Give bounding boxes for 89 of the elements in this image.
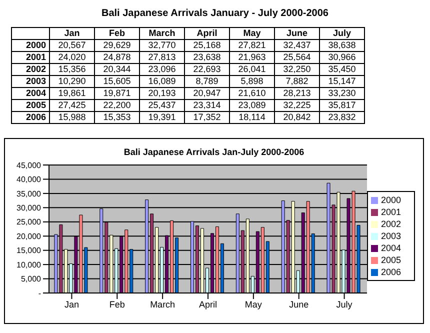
data-label: 25,564 [274, 52, 320, 64]
data-label: 15,147 [320, 76, 364, 88]
data-label: 30,966 [320, 52, 364, 64]
data-label: 26,041 [230, 64, 274, 76]
y-tick-label: 45,000 [16, 160, 42, 170]
data-label: 32,437 [274, 40, 320, 52]
data-label: 25,437 [140, 100, 184, 112]
data-label: 5,898 [230, 76, 274, 88]
legend-label: 2001 [381, 206, 402, 218]
y-tick-label: 15,000 [16, 246, 42, 256]
data-label: 32,770 [140, 40, 184, 52]
y-tick-label: - [38, 288, 42, 298]
data-label: 8,789 [184, 76, 230, 88]
category-label: March [148, 28, 176, 38]
x-tick-label: June [289, 299, 309, 310]
data-label: 24,020 [50, 52, 94, 64]
category-label: July [332, 28, 351, 38]
x-tick-label: May [244, 299, 262, 310]
data-label: 35,450 [320, 64, 364, 76]
text: 2003 [26, 76, 46, 86]
y-tick-label: 40,000 [16, 175, 42, 184]
data-label: 7,882 [274, 76, 320, 88]
legend-label: 2000 [381, 194, 402, 206]
y-tick-label: 20,000 [16, 232, 42, 241]
text: 2000 [26, 40, 46, 50]
data-label: 35,817 [320, 100, 364, 112]
text: 2001 [26, 52, 46, 62]
data-label: 20,344 [94, 64, 140, 76]
data-label: 23,832 [320, 112, 364, 124]
data-label: 27,821 [230, 40, 274, 52]
category-label: Feb [108, 28, 125, 38]
text: 2002 [26, 64, 46, 74]
x-tick-label: Feb [109, 299, 125, 310]
data-label: 28,213 [274, 88, 320, 100]
data-label: 23,638 [184, 52, 230, 64]
data-label: 15,353 [94, 112, 140, 124]
data-label: 20,842 [274, 112, 320, 124]
x-tick-label: April [198, 299, 218, 310]
data-label: 25,168 [184, 40, 230, 52]
data-label: 27,425 [50, 100, 94, 112]
data-label: 20,567 [50, 40, 94, 52]
y-tick-label: 30,000 [16, 204, 42, 213]
data-label: 22,200 [94, 100, 140, 112]
chart-subtitle: Bali Japanese Arrivals Jan-July 2000-2006 [122, 147, 306, 157]
chart-title: Bali Japanese Arrivals January - July 2000-2006 [100, 7, 330, 19]
x-tick-label: March [150, 299, 176, 310]
category-label: May [243, 28, 261, 38]
x-tick-label: Jan [64, 299, 79, 310]
y-tick-label: 35,000 [16, 189, 42, 198]
data-label: 17,352 [184, 112, 230, 124]
legend-label: 2006 [381, 266, 402, 278]
data-label: 20,947 [184, 88, 230, 100]
data-label: 32,225 [274, 100, 320, 112]
data-label: 23,096 [140, 64, 184, 76]
data-label: 21,963 [230, 52, 274, 64]
data-label: 15,356 [50, 64, 94, 76]
data-label: 19,391 [140, 112, 184, 124]
data-label: 18,114 [230, 112, 274, 124]
data-label: 21,610 [230, 88, 274, 100]
category-label: April [196, 28, 218, 38]
data-label: 19,871 [94, 88, 140, 100]
y-tick-label: 25,000 [16, 218, 42, 227]
y-tick-label: 5,000 [20, 274, 42, 284]
data-label: 16,089 [140, 76, 184, 88]
legend-label: 2005 [381, 254, 402, 266]
x-tick-label: July [336, 299, 353, 310]
legend-label: 2003 [381, 230, 402, 242]
category-label: Jan [64, 28, 80, 38]
data-label: 23,314 [184, 100, 230, 112]
data-label: 38,638 [320, 40, 364, 52]
data-label: 29,629 [94, 40, 140, 52]
data-label: 10,290 [50, 76, 94, 88]
data-label: 33,230 [320, 88, 364, 100]
legend-label: 2004 [381, 242, 402, 254]
category-label: June [286, 28, 308, 38]
y-tick-label: 10,000 [16, 260, 42, 270]
data-label: 27,813 [140, 52, 184, 64]
legend-label: 2002 [381, 218, 402, 230]
data-label: 24,878 [94, 52, 140, 64]
text: 2006 [26, 112, 46, 122]
data-label: 20,193 [140, 88, 184, 100]
data-label: 15,605 [94, 76, 140, 88]
data-label: 19,861 [50, 88, 94, 100]
data-label: 15,988 [50, 112, 94, 124]
text: 2004 [26, 88, 46, 98]
text: 2005 [26, 100, 46, 110]
data-label: 23,089 [230, 100, 274, 112]
data-label: 32,250 [274, 64, 320, 76]
data-label: 22,693 [184, 64, 230, 76]
